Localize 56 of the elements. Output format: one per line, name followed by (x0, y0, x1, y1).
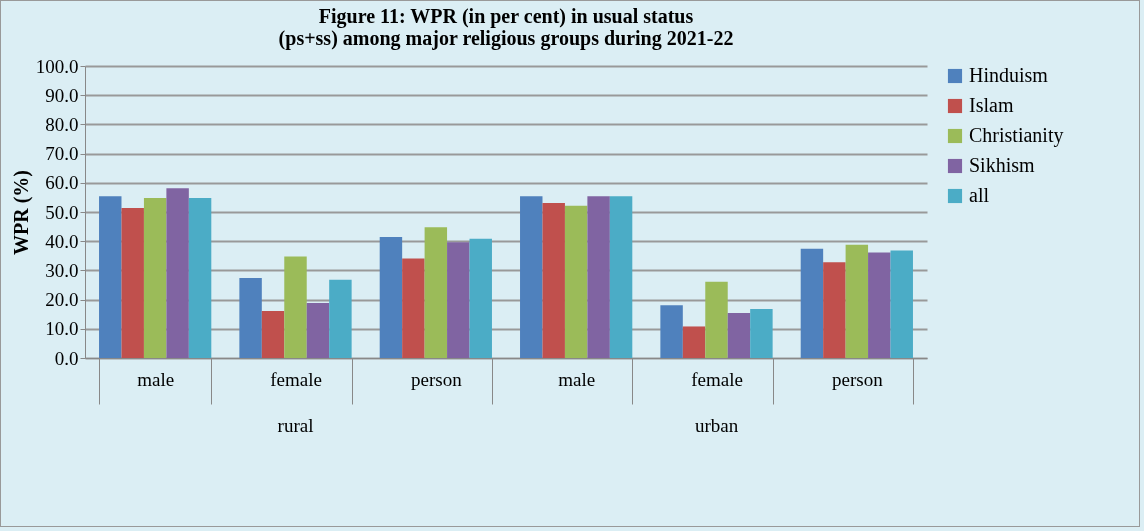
bar (166, 188, 189, 358)
bar (750, 308, 773, 358)
bar (379, 237, 403, 358)
text: rural (277, 415, 314, 436)
x-tick-label: male (137, 368, 175, 390)
bar (329, 279, 352, 358)
legend-label: Christianity (969, 124, 1064, 147)
x-tick-label: person (411, 368, 463, 390)
y-tick-label: 30.0 (45, 259, 79, 281)
y-tick-label: 0.0 (54, 347, 79, 369)
bar (306, 303, 330, 358)
x-tick-label: male (558, 368, 596, 390)
bar (868, 252, 891, 358)
y-tick-label: 40.0 (45, 230, 79, 252)
x-tick-label: female (270, 368, 322, 390)
bar (447, 242, 470, 358)
bar (121, 207, 144, 358)
y-tick-label: 60.0 (45, 172, 79, 194)
legend-label: Hinduism (969, 64, 1049, 86)
bar (705, 281, 728, 358)
bar (890, 250, 913, 358)
bar (727, 313, 751, 358)
bar (845, 244, 869, 358)
text: urban (694, 415, 739, 436)
y-tick-label: 10.0 (45, 318, 79, 340)
legend-label: Islam (969, 94, 1014, 116)
bar (424, 227, 448, 358)
bar (542, 202, 565, 358)
bar (239, 277, 262, 358)
bar (587, 196, 610, 358)
legend-label: Sikhism (969, 154, 1036, 176)
y-axis-title: WPR (%) (9, 170, 33, 255)
chart-title: Figure 11: WPR (in per cent) in usual status (ps+ss) among major religious groups during 2021-22 (278, 5, 734, 50)
bar (143, 197, 167, 358)
bar (261, 310, 285, 358)
x-tick-label: person (832, 368, 884, 390)
bar (609, 196, 633, 358)
bar (823, 262, 846, 358)
y-tick-label: 80.0 (45, 113, 79, 135)
y-tick-label: 50.0 (45, 201, 79, 223)
y-tick-label: 20.0 (45, 289, 79, 311)
bar (800, 248, 824, 358)
bar (188, 197, 212, 358)
bar (660, 305, 683, 358)
bar (402, 258, 425, 358)
legend-label: all (969, 184, 990, 206)
bar (682, 326, 706, 358)
bar (469, 238, 492, 358)
bar (99, 196, 122, 358)
y-tick-label: 70.0 (45, 143, 79, 165)
bar (284, 256, 307, 358)
x-tick-label: female (691, 368, 743, 390)
bar (564, 205, 588, 358)
bar (520, 196, 543, 358)
y-tick-label: 90.0 (45, 84, 79, 106)
y-tick-label: 100.0 (35, 55, 79, 77)
